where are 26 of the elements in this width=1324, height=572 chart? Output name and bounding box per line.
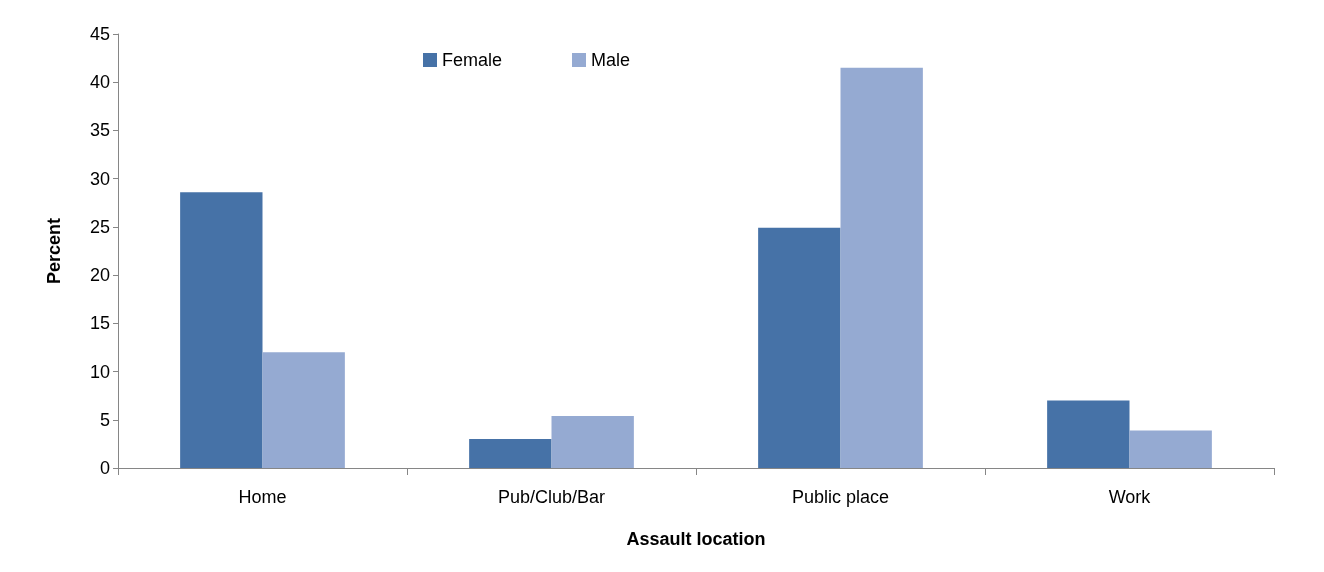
legend-label: Male bbox=[591, 50, 631, 70]
y-tick-label: 40 bbox=[89, 72, 110, 93]
legend-label: Female bbox=[442, 50, 503, 70]
bar bbox=[262, 352, 345, 468]
y-tick-label: 45 bbox=[89, 24, 110, 44]
bar bbox=[840, 67, 923, 468]
bar bbox=[758, 227, 841, 468]
y-axis-title: Percent bbox=[44, 217, 64, 285]
x-tick-label: Home bbox=[238, 487, 287, 507]
x-tick-label: Work bbox=[1108, 487, 1152, 507]
y-tick-label: 30 bbox=[89, 168, 110, 189]
y-tick-label: 25 bbox=[89, 216, 110, 237]
y-tick-label: 35 bbox=[89, 120, 110, 141]
bar bbox=[469, 439, 552, 468]
x-tick-label: Public place bbox=[791, 487, 890, 507]
bar bbox=[1129, 430, 1212, 468]
y-tick-label: 20 bbox=[89, 265, 110, 286]
y-tick-label: 5 bbox=[99, 409, 110, 430]
bar bbox=[551, 415, 634, 468]
x-tick-label: Pub/Club/Bar bbox=[497, 487, 606, 507]
y-tick-label: 15 bbox=[89, 313, 110, 334]
bar bbox=[1047, 400, 1130, 468]
bar bbox=[180, 192, 263, 468]
y-tick-label: 10 bbox=[89, 361, 110, 382]
y-tick-label: 0 bbox=[99, 458, 110, 478]
x-axis-title: Assault location bbox=[626, 529, 766, 549]
